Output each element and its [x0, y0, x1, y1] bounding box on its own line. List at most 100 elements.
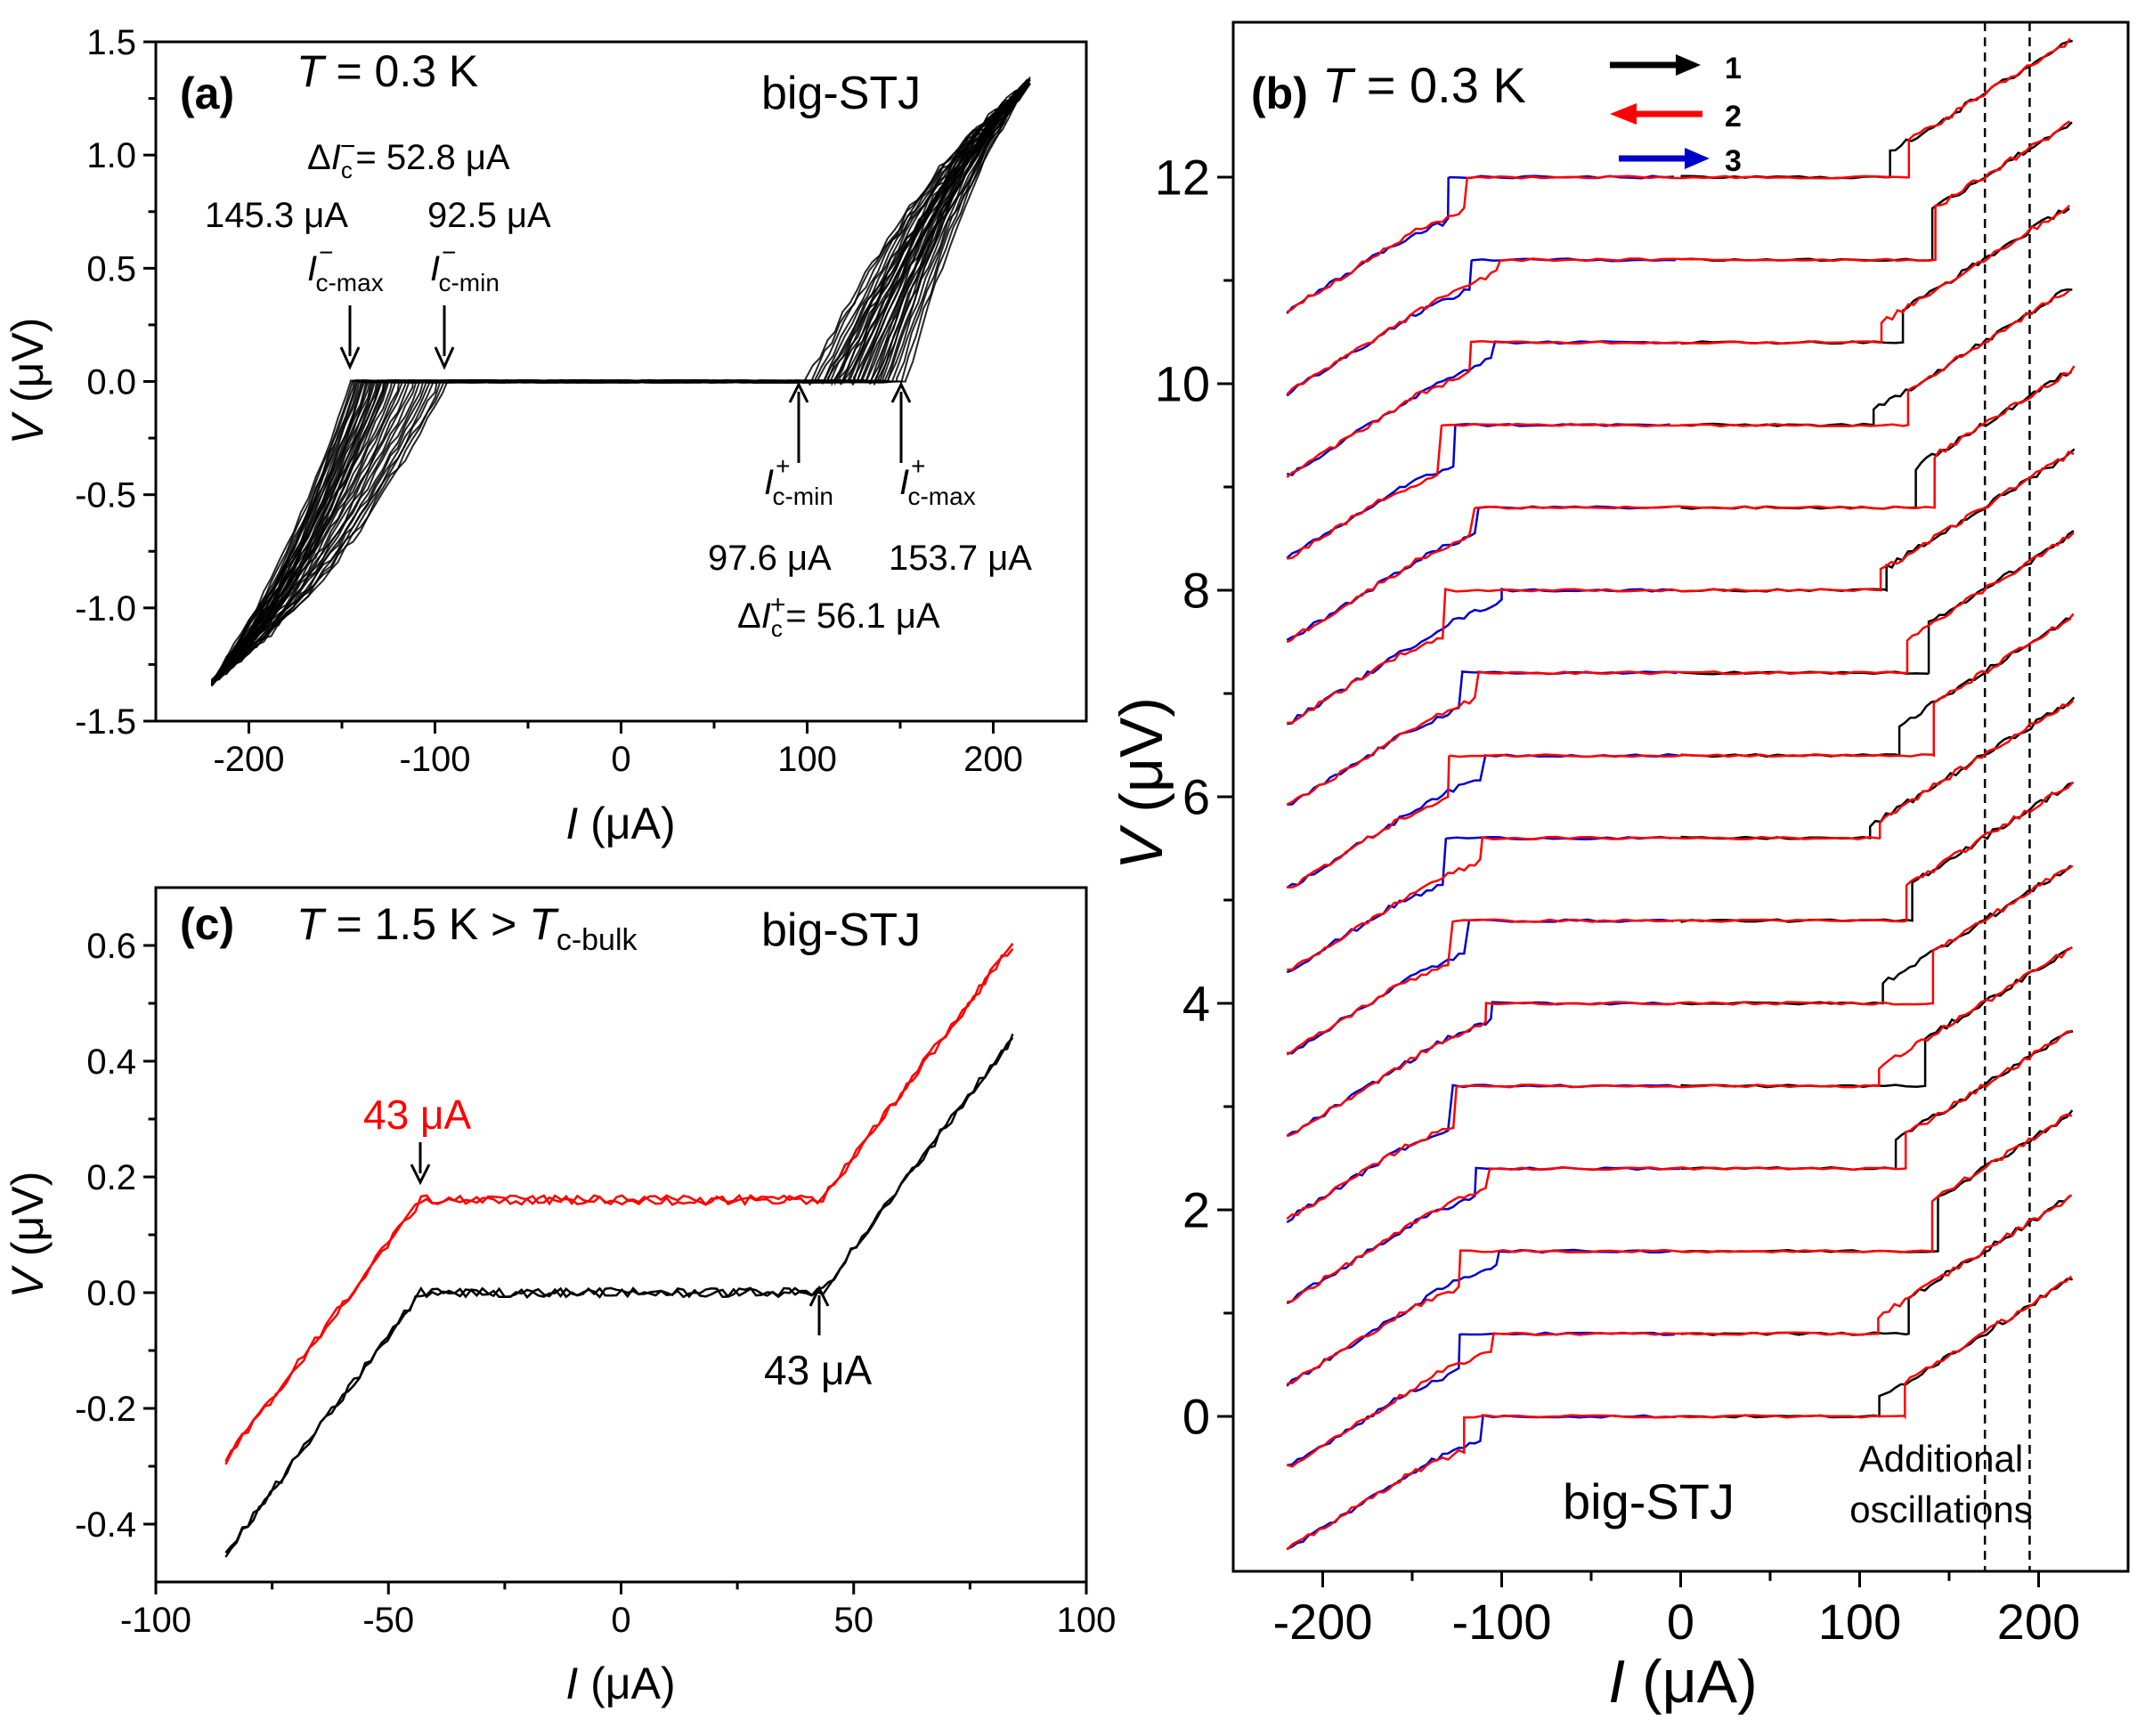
a-x-tick-label: 200 — [963, 740, 1023, 779]
b-legend: 1 2 3 — [1610, 52, 1742, 178]
a-sweep-line — [210, 80, 1030, 686]
c-y-tick-label: 0.0 — [86, 1274, 136, 1313]
a-arrow-cmax-minus — [339, 305, 361, 370]
a-y-tick-label: 0.0 — [86, 363, 136, 402]
a-y-tick-label: 0.5 — [86, 249, 136, 288]
b-curve-sweep2 — [1286, 1275, 2073, 1551]
a-val-1537: 153.7 μA — [889, 539, 1032, 578]
b-temperature: T = 0.3 K — [1322, 57, 1526, 113]
c-arrow-black — [808, 1285, 830, 1335]
b-y-tick-label: 8 — [1182, 563, 1210, 619]
b-curve-sweep3 — [1286, 340, 1678, 477]
b-x-tick-label: 200 — [1997, 1594, 2080, 1650]
a-label-cmin-plus: I+ c-min — [764, 452, 833, 510]
b-y-tick-label: 2 — [1182, 1182, 1210, 1238]
c-x-tick-label: -100 — [120, 1601, 191, 1640]
a-y-tick-label: 1.5 — [86, 23, 136, 62]
a-label-cmin-minus: I− c-min — [430, 239, 500, 296]
a-delta-minus: ΔIc−= 52.8 μA — [307, 132, 510, 183]
c-y-axis-label: V (μV) — [3, 1172, 53, 1299]
a-delta-plus: ΔIc+= 56.1 μA — [737, 590, 940, 642]
b-curve-sweep2 — [1286, 365, 2076, 644]
b-y-tick-label: 4 — [1182, 976, 1210, 1032]
a-arrow-cmin-plus — [788, 381, 809, 463]
b-curve-sweep3 — [1287, 1331, 1675, 1467]
b-x-tick-label: 0 — [1667, 1594, 1694, 1650]
b-curve-sweep3 — [1286, 835, 1672, 974]
b-legend-arrow-2 — [1610, 103, 1702, 125]
a-data-curves — [210, 76, 1032, 687]
a-sweep-line — [211, 87, 1028, 684]
c-series-line-base — [224, 1036, 1014, 1558]
c-x-axis-label: I (μA) — [565, 1659, 675, 1708]
c-x-tick-label: 100 — [1057, 1601, 1117, 1640]
b-curve-sweep2 — [1286, 531, 2075, 806]
b-curve-sweep2 — [1287, 700, 2075, 971]
b-curve-sweep3 — [1286, 423, 1670, 559]
a-label-cmax-minus: I− c-max — [307, 239, 384, 296]
b-y-axis-label: V (μV) — [1108, 697, 1175, 870]
c-y-ticks: -0.4 -0.2 0.0 0.2 0.4 0.6 — [75, 927, 156, 1545]
a-y-tick-label: -1.5 — [75, 702, 136, 742]
b-curve-sweep2 — [1287, 450, 2075, 725]
b-curve-sweep2 — [1286, 864, 2074, 1138]
b-curve-sweep2 — [1286, 37, 2071, 313]
a-x-tick-label: 0 — [611, 740, 630, 779]
b-y-tick-label: 10 — [1155, 356, 1210, 412]
b-x-tick-label: -100 — [1451, 1594, 1551, 1650]
b-x-axis-label: I (μA) — [1608, 1648, 1758, 1716]
b-curve-sweep2 — [1286, 120, 2071, 396]
b-curve-sweep2 — [1287, 289, 2070, 560]
b-curve-sweep3 — [1286, 505, 1672, 641]
b-legend-arrow-3 — [1619, 148, 1710, 169]
c-device-label: big-STJ — [761, 905, 921, 956]
a-y-tick-label: -1.0 — [75, 589, 136, 629]
b-curve-sweep1 — [1680, 1195, 2071, 1336]
a-temperature: T = 0.3 K — [297, 46, 478, 96]
a-x-ticks: -200 -100 0 100 200 — [213, 721, 1023, 779]
b-curve-sweep3 — [1287, 670, 1678, 807]
b-legend-label-2: 2 — [1725, 100, 1742, 134]
b-curve-sweep3 — [1286, 1001, 1676, 1137]
b-curve-sweep1 — [1680, 448, 2076, 593]
a-label-cmax-plus: I+ c-max — [899, 452, 976, 510]
b-curve-sweep3 — [1287, 588, 1674, 726]
b-y-ticks: 0 2 4 6 8 10 12 — [1155, 150, 1233, 1445]
b-curve-sweep2 — [1286, 946, 2073, 1221]
b-data-curves — [1286, 37, 2076, 1551]
c-label-black: 43 μA — [764, 1347, 872, 1393]
c-label-red: 43 μA — [363, 1091, 471, 1138]
b-x-tick-label: 100 — [1818, 1594, 1901, 1650]
a-x-tick-label: -200 — [213, 740, 284, 779]
b-dashed-markers — [1983, 22, 2031, 1571]
c-arrow-red — [410, 1142, 431, 1186]
b-annotation-line1: Additional — [1859, 1438, 2023, 1480]
b-curve-sweep2 — [1287, 612, 2075, 889]
a-val-145: 145.3 μA — [205, 196, 348, 235]
b-curve-sweep2 — [1287, 1113, 2073, 1385]
c-y-tick-label: -0.4 — [75, 1505, 136, 1545]
b-y-tick-label: 6 — [1182, 769, 1210, 825]
a-arrow-cmax-plus — [890, 381, 912, 463]
b-device-label: big-STJ — [1563, 1473, 1735, 1529]
b-curve-sweep2 — [1286, 781, 2074, 1056]
b-annotation-line2: oscillations — [1849, 1489, 2032, 1530]
a-x-tick-label: -100 — [399, 740, 470, 779]
b-curve-sweep3 — [1286, 1083, 1679, 1223]
panel-c: -100 -50 0 50 100 -0.4 -0.2 0.0 0.2 0.4 0.6 (c) T… — [3, 886, 1116, 1708]
c-x-tick-label: 0 — [611, 1601, 630, 1640]
c-x-tick-label: -50 — [362, 1601, 414, 1640]
c-y-tick-label: 0.6 — [86, 927, 136, 966]
a-device-label: big-STJ — [761, 68, 921, 119]
b-x-tick-label: -200 — [1272, 1594, 1372, 1650]
b-curve-sweep2 — [1286, 205, 2070, 479]
c-x-ticks: -100 -50 0 50 100 — [120, 1582, 1116, 1640]
b-curve-sweep3 — [1286, 1248, 1671, 1387]
b-y-tick-label: 12 — [1155, 150, 1210, 206]
c-temperature: T = 1.5 K > Tc-bulk — [297, 899, 638, 957]
b-panel-label: (b) — [1251, 69, 1308, 118]
c-plot-frame — [154, 886, 1088, 1584]
c-y-tick-label: -0.2 — [75, 1390, 136, 1429]
a-y-axis-label: V (μV) — [3, 318, 53, 445]
